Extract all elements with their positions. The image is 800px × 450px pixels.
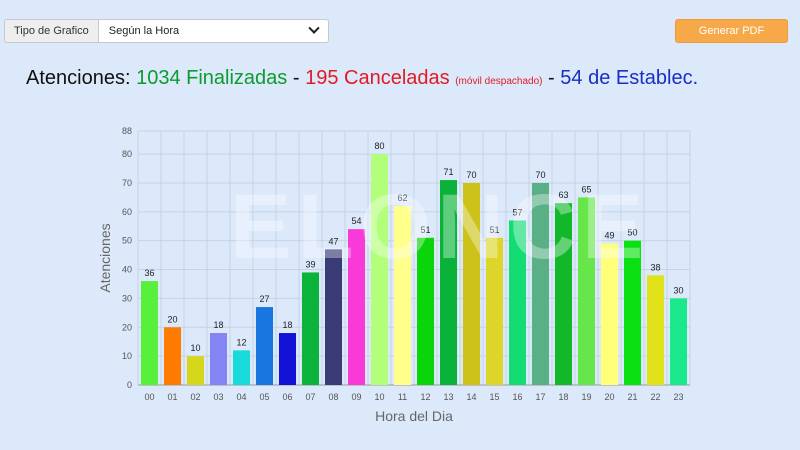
bar-value-label: 12 <box>236 337 246 347</box>
chart-type-value: Según la Hora <box>108 25 180 37</box>
headline-separator: - <box>292 67 300 89</box>
headline-separator: - <box>548 67 555 89</box>
bar <box>646 275 665 385</box>
bar-value-label: 50 <box>627 228 637 238</box>
canceladas-count: 195 Canceladas <box>305 67 450 89</box>
chart-type-select[interactable]: Según la Hora <box>98 19 329 43</box>
watermark-logo: ELONCE <box>230 176 650 278</box>
bar-value-label: 63 <box>558 190 568 200</box>
bar <box>393 206 412 385</box>
y-tick-label: 10 <box>122 351 132 361</box>
bar <box>508 220 527 385</box>
chart-type-label: Tipo de Grafico <box>4 19 99 43</box>
x-tick-label: 10 <box>374 392 384 402</box>
bar <box>278 333 297 385</box>
x-tick-label: 12 <box>420 392 430 402</box>
x-tick-label: 11 <box>398 392 407 402</box>
bar <box>209 333 228 385</box>
chart-type-selector: Tipo de Grafico Según la Hora <box>4 19 329 43</box>
bar-value-label: 47 <box>328 236 338 246</box>
x-tick-label: 18 <box>558 392 568 402</box>
bar-value-label: 51 <box>420 225 430 235</box>
x-tick-label: 21 <box>627 392 637 402</box>
bar <box>577 197 596 385</box>
bar-value-label: 10 <box>190 343 200 353</box>
bar <box>347 229 366 385</box>
bar <box>324 249 343 385</box>
bar-value-label: 62 <box>397 193 407 203</box>
bar-value-label: 38 <box>650 262 660 272</box>
bar-value-label: 18 <box>213 320 223 330</box>
bar-value-label: 65 <box>581 184 591 194</box>
x-tick-label: 02 <box>190 392 200 402</box>
x-tick-label: 01 <box>167 392 177 402</box>
generate-pdf-button[interactable]: Generar PDF <box>675 19 788 43</box>
bar-value-label: 36 <box>144 268 154 278</box>
bar <box>531 182 550 385</box>
bar-value-label: 54 <box>351 216 361 226</box>
y-tick-label: 88 <box>122 126 132 136</box>
bar-value-label: 20 <box>167 314 177 324</box>
x-tick-label: 04 <box>236 392 246 402</box>
bar-value-label: 30 <box>673 285 683 295</box>
bar <box>462 182 481 385</box>
x-tick-label: 07 <box>305 392 315 402</box>
x-tick-label: 09 <box>351 392 361 402</box>
x-tick-label: 00 <box>144 392 154 402</box>
bar <box>232 350 251 385</box>
bar-value-label: 51 <box>489 225 499 235</box>
canceladas-note: (móvil despachado) <box>455 76 543 87</box>
bar-value-label: 80 <box>374 141 384 151</box>
x-tick-label: 22 <box>650 392 660 402</box>
headline-prefix: Atenciones: <box>26 67 131 89</box>
bar-value-label: 70 <box>535 170 545 180</box>
finalizadas-count: 1034 Finalizadas <box>136 67 288 89</box>
x-tick-label: 23 <box>673 392 683 402</box>
y-tick-label: 40 <box>122 265 132 275</box>
bar-value-label: 70 <box>466 170 476 180</box>
x-tick-label: 15 <box>489 392 499 402</box>
x-tick-label: 17 <box>535 392 545 402</box>
bar <box>370 154 389 385</box>
x-tick-label: 06 <box>282 392 292 402</box>
y-tick-label: 30 <box>122 293 132 303</box>
bar <box>600 243 619 385</box>
y-tick-label: 60 <box>122 207 132 217</box>
y-axis-title: Atenciones <box>97 223 113 292</box>
y-tick-label: 80 <box>122 149 132 159</box>
establec-count: 54 de Establec. <box>560 67 699 89</box>
bar <box>623 240 642 385</box>
y-tick-label: 50 <box>122 236 132 246</box>
bar <box>186 356 205 385</box>
x-tick-label: 08 <box>328 392 338 402</box>
bar <box>255 307 274 385</box>
bar-value-label: 27 <box>259 294 269 304</box>
bar <box>669 298 688 385</box>
bar <box>140 281 159 385</box>
x-tick-label: 13 <box>443 392 453 402</box>
x-tick-label: 05 <box>259 392 269 402</box>
x-tick-label: 16 <box>512 392 522 402</box>
y-tick-label: 70 <box>122 178 132 188</box>
bar <box>163 327 182 385</box>
x-axis-title: Hora del Dia <box>375 408 453 424</box>
bar-value-label: 57 <box>512 207 522 217</box>
bar-value-label: 49 <box>604 231 614 241</box>
x-tick-label: 20 <box>604 392 614 402</box>
bar <box>485 237 504 385</box>
bar-value-label: 18 <box>282 320 292 330</box>
y-tick-label: 20 <box>122 322 132 332</box>
bar-value-label: 39 <box>305 259 315 269</box>
bar <box>416 237 435 385</box>
summary-headline: Atenciones: 1034 Finalizadas - 195 Cance… <box>26 67 698 90</box>
bar <box>301 272 320 385</box>
x-tick-label: 14 <box>466 392 476 402</box>
bar <box>439 180 458 385</box>
bar-value-label: 71 <box>443 167 453 177</box>
x-tick-label: 19 <box>581 392 591 402</box>
x-tick-label: 03 <box>213 392 223 402</box>
y-tick-label: 0 <box>127 380 132 390</box>
bar <box>554 203 573 385</box>
